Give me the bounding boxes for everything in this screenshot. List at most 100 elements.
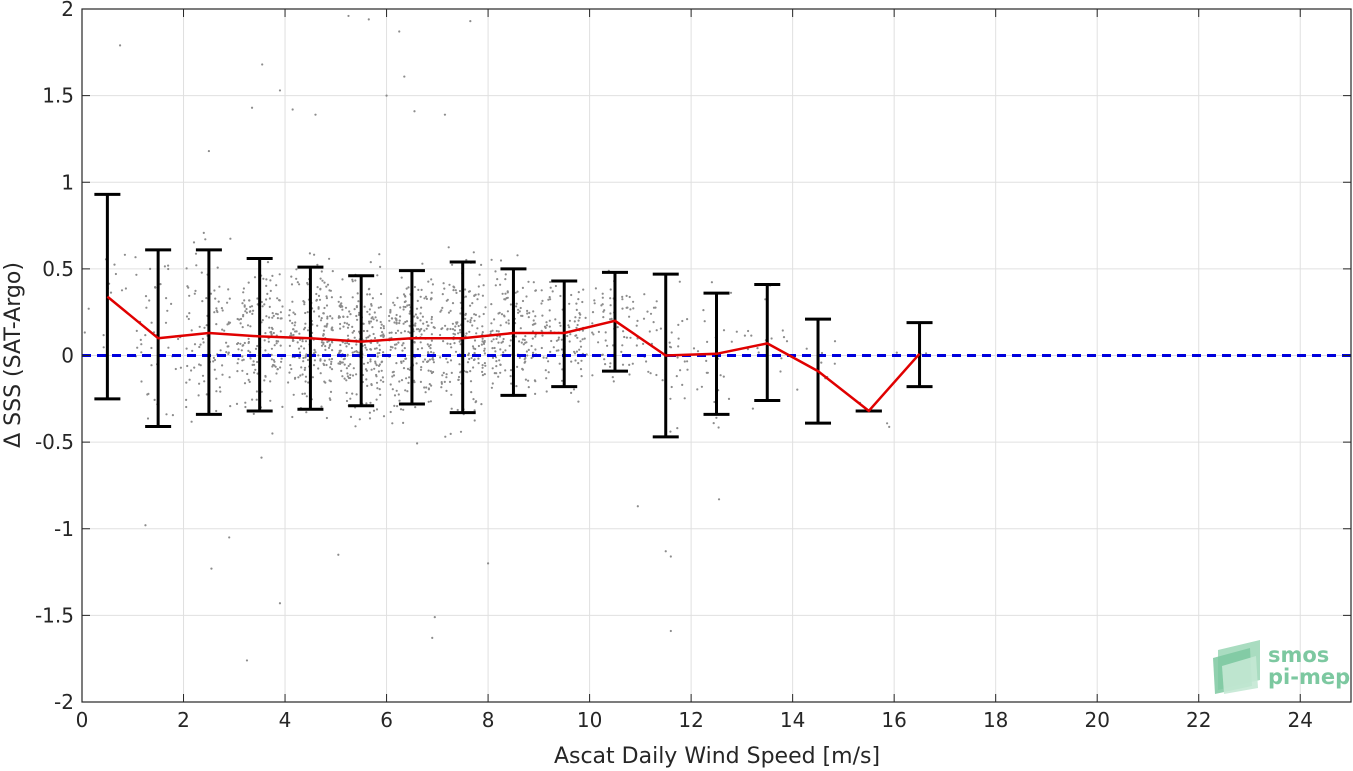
- scatter-point-680: [351, 351, 354, 354]
- scatter-point-1346: [545, 356, 548, 359]
- scatter-point-1511: [645, 360, 648, 363]
- scatter-point-605: [356, 292, 359, 295]
- scatter-point-172: [268, 305, 271, 308]
- scatter-point-674: [353, 336, 356, 339]
- scatter-outlier-8: [250, 106, 254, 109]
- scatter-point-941: [427, 360, 430, 363]
- scatter-point-1524: [700, 385, 704, 388]
- tick-labels: 0 2 4 6 8 10 12 14 16 18 20 22 24-2-1.5-1-0.500.511.…: [35, 0, 1313, 732]
- scatter-point-275: [264, 374, 267, 378]
- scatter-point-201: [245, 311, 248, 314]
- scatter-point-436: [300, 366, 303, 369]
- scatter-point-1547: [743, 334, 747, 337]
- scatter-point-200: [271, 316, 274, 319]
- scatter-point-1142: [448, 283, 451, 286]
- scatter-point-612: [352, 329, 356, 333]
- scatter-point-744: [415, 307, 419, 310]
- x-tick-label-8: 16: [881, 708, 906, 732]
- scatter-point-1542: [756, 347, 759, 350]
- scatter-point-1560: [805, 347, 808, 350]
- scatter-point-780: [416, 348, 419, 351]
- scatter-outlier-11: [278, 89, 282, 92]
- scatter-point-102: [203, 380, 206, 383]
- scatter-point-668: [358, 418, 361, 421]
- scatter-point-50: [167, 346, 170, 349]
- scatter-outlier-18: [278, 602, 282, 605]
- scatter-point-470: [328, 257, 331, 260]
- scatter-point-640: [376, 352, 379, 355]
- scatter-point-801: [423, 329, 426, 332]
- scatter-point-1501: [648, 330, 651, 333]
- scatter-point-269: [246, 372, 249, 376]
- scatter-point-1158: [504, 292, 507, 295]
- scatter-point-442: [331, 326, 334, 329]
- scatter-point-852: [416, 316, 419, 319]
- scatter-point-262: [243, 341, 246, 345]
- scatter-point-596: [378, 253, 381, 256]
- scatter-point-1128: [480, 263, 483, 266]
- scatter-point-1378: [551, 290, 554, 293]
- scatter-point-986: [449, 342, 452, 346]
- scatter-point-791: [419, 380, 422, 383]
- scatter-point-1450: [632, 300, 635, 303]
- scatter-point-1374: [560, 338, 563, 341]
- scatter-point-309: [242, 358, 245, 361]
- scatter-point-537: [367, 336, 370, 339]
- scatter-point-746: [396, 296, 399, 299]
- scatter-outlier-1: [347, 14, 350, 18]
- scatter-point-374: [303, 347, 306, 350]
- scatter-point-76: [221, 309, 224, 312]
- scatter-point-1444: [621, 307, 624, 310]
- scatter-point-1214: [490, 340, 493, 343]
- scatter-point-942: [391, 388, 394, 391]
- scatter-point-544: [348, 310, 351, 313]
- scatter-point-853: [398, 399, 401, 402]
- scatter-point-1006: [480, 403, 483, 406]
- scatter-point-735: [344, 306, 348, 309]
- scatter-point-1292: [525, 341, 528, 344]
- scatter-point-603: [350, 346, 353, 350]
- scatter-point-1180: [534, 289, 537, 292]
- scatter-point-530: [346, 334, 350, 337]
- scatter-point-533: [376, 341, 379, 344]
- scatter-point-19: [140, 343, 143, 346]
- scatter-point-908: [420, 327, 423, 331]
- scatter-point-691: [342, 358, 345, 361]
- scatter-point-970: [445, 389, 448, 392]
- scatter-point-1433: [603, 309, 606, 312]
- scatter-point-1507: [677, 345, 680, 348]
- scatter-point-579: [378, 388, 381, 391]
- scatter-point-1340: [554, 284, 558, 288]
- scatter-point-714: [339, 327, 342, 330]
- scatter-point-552: [340, 369, 343, 372]
- scatter-outlier-10: [413, 110, 416, 113]
- scatter-point-101: [221, 373, 224, 376]
- scatter-point-1313: [545, 390, 548, 393]
- scatter-point-1215: [509, 369, 513, 372]
- scatter-point-1320: [576, 323, 579, 327]
- scatter-point-426: [306, 283, 309, 286]
- scatter-point-741: [339, 349, 342, 352]
- scatter-point-950: [389, 311, 392, 314]
- scatter-point-1162: [519, 327, 522, 330]
- scatter-point-57: [177, 337, 180, 341]
- scatter-point-1175: [528, 311, 531, 314]
- scatter-point-219: [252, 412, 255, 415]
- scatter-point-85: [185, 267, 188, 270]
- scatter-point-243: [241, 302, 244, 305]
- scatter-point-253: [244, 405, 247, 409]
- scatter-point-1391: [578, 316, 581, 319]
- scatter-point-190: [254, 368, 257, 371]
- scatter-point-1258: [524, 360, 527, 363]
- scatter-point-1038: [451, 263, 454, 266]
- scatter-point-1044: [469, 319, 472, 322]
- scatter-point-1224: [534, 380, 537, 383]
- scatter-point-492: [326, 322, 329, 325]
- scatter-point-827: [388, 319, 391, 322]
- scatter-point-1403: [601, 292, 604, 295]
- scatter-point-899: [402, 367, 406, 370]
- scatter-point-1439: [594, 287, 598, 290]
- scatter-point-257: [270, 347, 273, 350]
- scatter-point-412: [317, 294, 321, 297]
- scatter-point-1115: [440, 309, 443, 312]
